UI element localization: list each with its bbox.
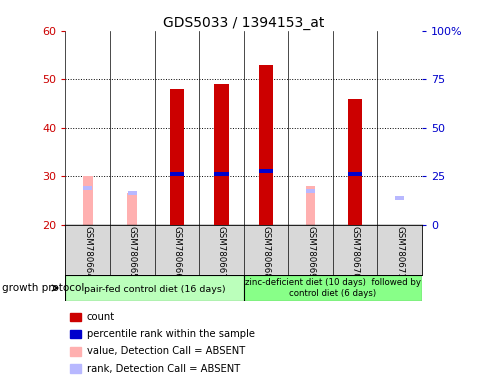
Text: value, Detection Call = ABSENT: value, Detection Call = ABSENT xyxy=(87,346,244,356)
Text: count: count xyxy=(87,312,115,322)
Bar xyxy=(305,189,314,193)
Text: GSM780665: GSM780665 xyxy=(128,226,136,279)
Bar xyxy=(214,84,228,225)
Bar xyxy=(127,193,137,225)
Text: GSM780667: GSM780667 xyxy=(216,226,226,279)
Bar xyxy=(70,364,81,373)
Text: percentile rank within the sample: percentile rank within the sample xyxy=(87,329,254,339)
Bar xyxy=(305,186,315,225)
Bar xyxy=(83,176,92,225)
Bar xyxy=(394,196,403,200)
Text: rank, Detection Call = ABSENT: rank, Detection Call = ABSENT xyxy=(87,364,240,374)
Bar xyxy=(214,172,228,175)
Text: GSM780671: GSM780671 xyxy=(394,226,403,279)
Text: GSM780670: GSM780670 xyxy=(350,226,359,279)
Title: GDS5033 / 1394153_at: GDS5033 / 1394153_at xyxy=(163,16,324,30)
Text: GSM780666: GSM780666 xyxy=(172,226,181,279)
Bar xyxy=(70,313,81,321)
Bar xyxy=(70,347,81,356)
Bar xyxy=(347,172,362,175)
Text: GSM780669: GSM780669 xyxy=(305,226,315,279)
Bar xyxy=(70,330,81,338)
Text: GSM780668: GSM780668 xyxy=(261,226,270,279)
Bar xyxy=(347,99,362,225)
Bar xyxy=(65,275,243,301)
Bar xyxy=(243,275,421,301)
Bar xyxy=(169,172,183,175)
Bar xyxy=(83,186,92,190)
Text: pair-fed control diet (16 days): pair-fed control diet (16 days) xyxy=(84,285,225,294)
Text: GSM780664: GSM780664 xyxy=(83,226,92,279)
Text: growth protocol: growth protocol xyxy=(2,283,85,293)
Bar xyxy=(258,65,272,225)
Text: zinc-deficient diet (10 days)  followed by
control diet (6 days): zinc-deficient diet (10 days) followed b… xyxy=(244,278,420,298)
Bar xyxy=(258,169,272,173)
Bar xyxy=(128,191,136,195)
Bar xyxy=(169,89,183,225)
